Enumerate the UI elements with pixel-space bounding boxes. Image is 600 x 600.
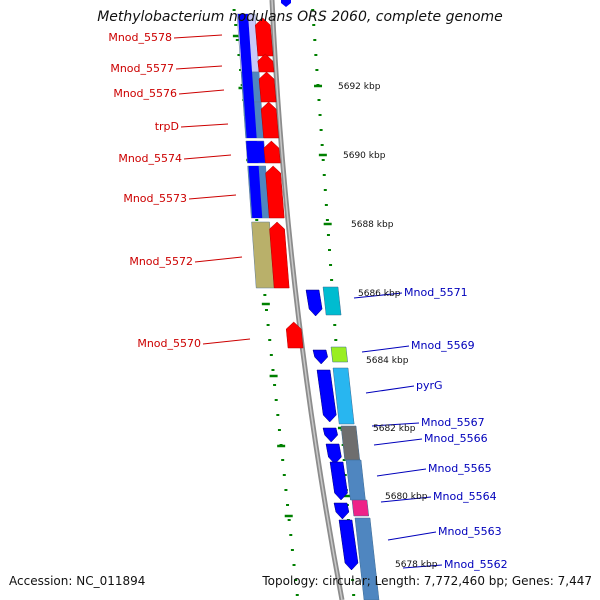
leader-line — [371, 422, 420, 427]
gene-label-left: Mnod_5574 — [118, 152, 182, 165]
gene-label-right: Mnod_5562 — [444, 558, 508, 571]
gene-block — [237, 14, 253, 72]
leader-line — [365, 385, 415, 394]
gene-label-left: Mnod_5573 — [123, 192, 187, 205]
gene-label-right: Mnod_5565 — [428, 462, 492, 475]
leader-line — [402, 564, 443, 569]
gene-label-right: Mnod_5564 — [433, 490, 497, 503]
gene-block — [242, 72, 255, 102]
gene-arrow — [322, 427, 338, 443]
gene-arrow — [265, 165, 285, 219]
gene-arrow — [325, 443, 342, 465]
gene-label-left: trpD — [155, 120, 179, 133]
leader-line — [194, 256, 243, 263]
scale-label: 5680 kbp — [385, 492, 428, 502]
gene-arrow — [255, 17, 274, 57]
gene-block — [345, 459, 366, 501]
labels: 5692 kbp 5690 kbp 5688 kbp 5686 kbp 5684 kbp… — [108, 31, 507, 571]
gene-arrow — [269, 221, 290, 289]
gene-label-right: Mnod_5567 — [421, 416, 485, 429]
leader-line — [183, 154, 232, 160]
gene-arrow — [316, 369, 337, 423]
gene-block — [246, 141, 259, 163]
gene-block — [340, 425, 361, 461]
leader-line — [373, 438, 423, 446]
gene-label-right: Mnod_5566 — [424, 432, 488, 445]
gene-arrow — [338, 519, 359, 571]
gene-label-right: Mnod_5569 — [411, 339, 475, 352]
scale-label: 5682 kbp — [373, 424, 416, 434]
gene-arrow — [260, 101, 279, 139]
gene-arrows — [255, 17, 359, 571]
gene-arrow — [257, 53, 275, 73]
gene-label-right: Mnod_5571 — [404, 286, 468, 299]
gene-arrow — [329, 461, 348, 501]
scale-label: 5684 kbp — [366, 356, 409, 366]
gene-label-right: Mnod_5563 — [438, 525, 502, 538]
gene-label-left: Mnod_5572 — [129, 255, 193, 268]
gene-block — [248, 166, 263, 218]
leader-line — [376, 468, 427, 477]
gene-block — [330, 346, 348, 363]
scale-label: 5686 kbp — [358, 289, 401, 299]
leader-line — [180, 123, 229, 128]
gene-label-left: Mnod_5570 — [137, 337, 201, 350]
gene-arrow — [285, 321, 304, 349]
gene-label-right: pyrG — [416, 379, 443, 392]
map-title: Methylobacterium nodulans ORS 2060, comp… — [97, 9, 503, 25]
gene-block — [281, 0, 291, 7]
gene-arrow — [258, 71, 277, 103]
leader-line — [380, 496, 432, 503]
gene-arrow — [305, 289, 323, 317]
backbone-highlight — [271, 0, 343, 600]
topology-summary: Topology: circular; Length: 7,772,460 bp… — [262, 574, 592, 588]
leader-line — [188, 194, 237, 200]
gene-blocks — [236, 13, 380, 600]
leader-line — [175, 65, 223, 70]
gene-label-left: Mnod_5578 — [108, 31, 172, 44]
leader-line — [387, 531, 437, 541]
scale-label: 5688 kbp — [351, 220, 394, 230]
leader-line — [361, 345, 410, 353]
leader-line — [353, 292, 403, 299]
gene-label-left: Mnod_5577 — [110, 62, 174, 75]
gene-block — [351, 499, 370, 517]
gene-block — [244, 102, 257, 138]
gene-arrow — [263, 140, 281, 164]
scale-label: 5678 kbp — [395, 560, 438, 570]
leader-line — [202, 338, 251, 345]
gene-block — [322, 286, 342, 316]
backbone-group — [269, 0, 345, 600]
label-leaders — [173, 34, 443, 569]
scale-label: 5690 kbp — [343, 151, 386, 161]
accession-text: Accession: NC_011894 — [9, 574, 146, 588]
gene-arrow — [333, 502, 350, 520]
gene-block — [332, 367, 355, 425]
gene-block — [354, 517, 380, 600]
scale-label: 5692 kbp — [338, 82, 381, 92]
leader-line — [173, 34, 223, 39]
leader-line — [178, 89, 225, 95]
gene-arrow — [312, 349, 328, 365]
gene-label-left: Mnod_5576 — [113, 87, 177, 100]
